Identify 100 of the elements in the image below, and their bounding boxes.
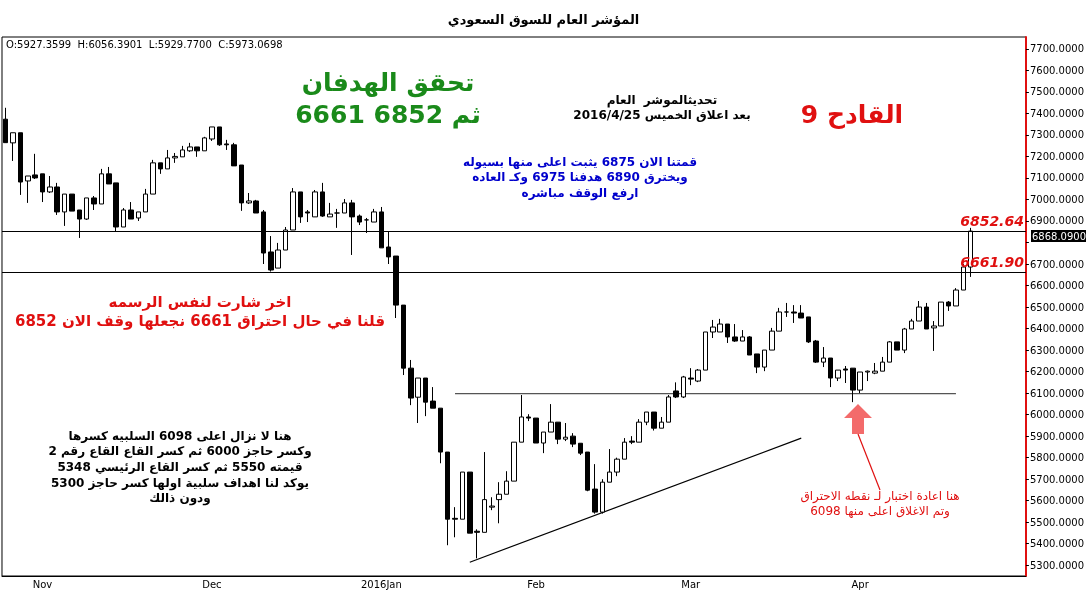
candlestick [121, 207, 126, 228]
candlestick [482, 451, 487, 533]
candlestick [872, 362, 878, 375]
candlestick [651, 411, 657, 432]
candlestick [880, 356, 885, 372]
candlestick [813, 339, 819, 364]
candlestick [563, 422, 568, 442]
y-tick-label: 7000.0000 [1029, 193, 1084, 205]
candlestick [371, 208, 377, 223]
candlestick [806, 316, 811, 344]
candlestick [496, 481, 502, 524]
y-tick-label: 7700.0000 [1029, 43, 1084, 55]
candlestick [600, 478, 605, 515]
candlestick [423, 377, 428, 417]
candlestick [327, 202, 333, 218]
candlestick [91, 195, 97, 211]
candlestick [217, 126, 222, 147]
candlestick [305, 209, 310, 223]
candlestick [150, 159, 156, 195]
candlestick [909, 318, 914, 330]
y-tick-label: 5800.0000 [1029, 452, 1084, 464]
candlestick [320, 182, 325, 218]
y-tick-label: 6500.0000 [1029, 301, 1084, 313]
candlestick [607, 448, 612, 483]
candlestick [828, 357, 833, 388]
candlestick [754, 353, 760, 374]
y-tick-label: 6600.0000 [1029, 280, 1084, 292]
y-tick-label: 7500.0000 [1029, 86, 1084, 98]
candlestick [578, 442, 583, 456]
annotation: القادح 9 [800, 99, 904, 129]
candlestick [172, 152, 178, 164]
candlestick [725, 323, 730, 344]
x-tick-label: Mar [681, 578, 702, 590]
candlestick [622, 437, 627, 460]
candlestick [180, 145, 185, 158]
y-tick-label: 6200.0000 [1029, 366, 1084, 378]
annotation: تحقق الهدفان 6661 ثم 6852 [295, 67, 481, 130]
y-tick-label: 5500.0000 [1029, 516, 1084, 528]
candlestick [924, 302, 929, 330]
candlestick [438, 407, 443, 464]
candlestick [489, 496, 495, 511]
candlestick [865, 370, 870, 382]
candlestick [209, 126, 215, 142]
x-tick-label: Dec [202, 578, 222, 590]
y-tick-label: 5600.0000 [1029, 495, 1084, 507]
candlestick [334, 208, 340, 229]
x-tick-label: Nov [32, 578, 53, 590]
candlestick [916, 300, 922, 322]
candlestick [401, 304, 406, 376]
candlestick [894, 341, 900, 351]
annotation: هنا لا نزال اعلى 6098 السلبيه كسرها وكسر حاجز 6000 ثم كسر القاع القاع رقم 2 قيمته 5550 ثم كسر القاع الرئيسي 5348 يوكد لنا اهداف سلبية اولها كسر حاجز 5300 ودون ذالك [48, 428, 312, 507]
candlestick [202, 136, 207, 152]
y-tick-label: 7300.0000 [1029, 129, 1084, 141]
candlestick [99, 168, 104, 205]
candlestick [239, 164, 244, 212]
y-tick-label: 6900.0000 [1029, 215, 1084, 227]
candlestick [673, 381, 679, 399]
y-tick-label: 6300.0000 [1029, 344, 1084, 356]
x-tick-label: 2016Jan [360, 578, 402, 590]
candlestick [128, 201, 134, 220]
candlestick [784, 302, 789, 318]
candlestick [143, 188, 148, 213]
y-tick-label: 6000.0000 [1029, 409, 1084, 421]
candlestick [62, 193, 67, 227]
candlestick [18, 132, 23, 196]
y-tick-label: 6100.0000 [1029, 387, 1084, 399]
candlestick [69, 193, 75, 212]
y-tick-label: 5700.0000 [1029, 473, 1084, 485]
candlestick [312, 189, 318, 218]
y-tick-label: 5300.0000 [1029, 559, 1084, 571]
candlestick [541, 431, 546, 454]
y-tick-label: 7100.0000 [1029, 172, 1084, 184]
candlestick [136, 211, 141, 222]
y-tick-label: 7200.0000 [1029, 150, 1084, 162]
y-tick-label: 7600.0000 [1029, 64, 1084, 76]
text: 6868.0900 [1031, 230, 1087, 242]
candlestick [644, 411, 649, 426]
annotation: قمتنا الان 6875 يثبت اعلى منها بسيوله ويخترق 6890 هدفنا 6975 وكـ العاده ارفع الوقف مباشره [462, 154, 698, 201]
candlestick [953, 287, 959, 307]
candlestick [592, 463, 598, 515]
candlestick [946, 300, 951, 312]
candlestick [887, 340, 892, 363]
candlestick [224, 139, 229, 151]
candlestick [740, 329, 745, 342]
candlestick [614, 457, 620, 477]
candlestick [357, 214, 362, 226]
annotation: تحديثالموشر العام بعد اعلاق الخميس 2016/4/25 [573, 92, 751, 123]
candlestick [40, 173, 45, 203]
candlestick [526, 413, 531, 422]
candlestick [843, 365, 848, 384]
candlestick [430, 386, 436, 409]
candlestick [165, 149, 170, 170]
candlestick [585, 451, 590, 492]
candlestick [445, 451, 450, 546]
candlestick [835, 369, 841, 382]
candlestick [821, 346, 826, 368]
y-tick-label: 7400.0000 [1029, 107, 1084, 119]
candlestick [703, 331, 708, 371]
candlestick [158, 162, 163, 175]
candlestick [342, 198, 347, 214]
